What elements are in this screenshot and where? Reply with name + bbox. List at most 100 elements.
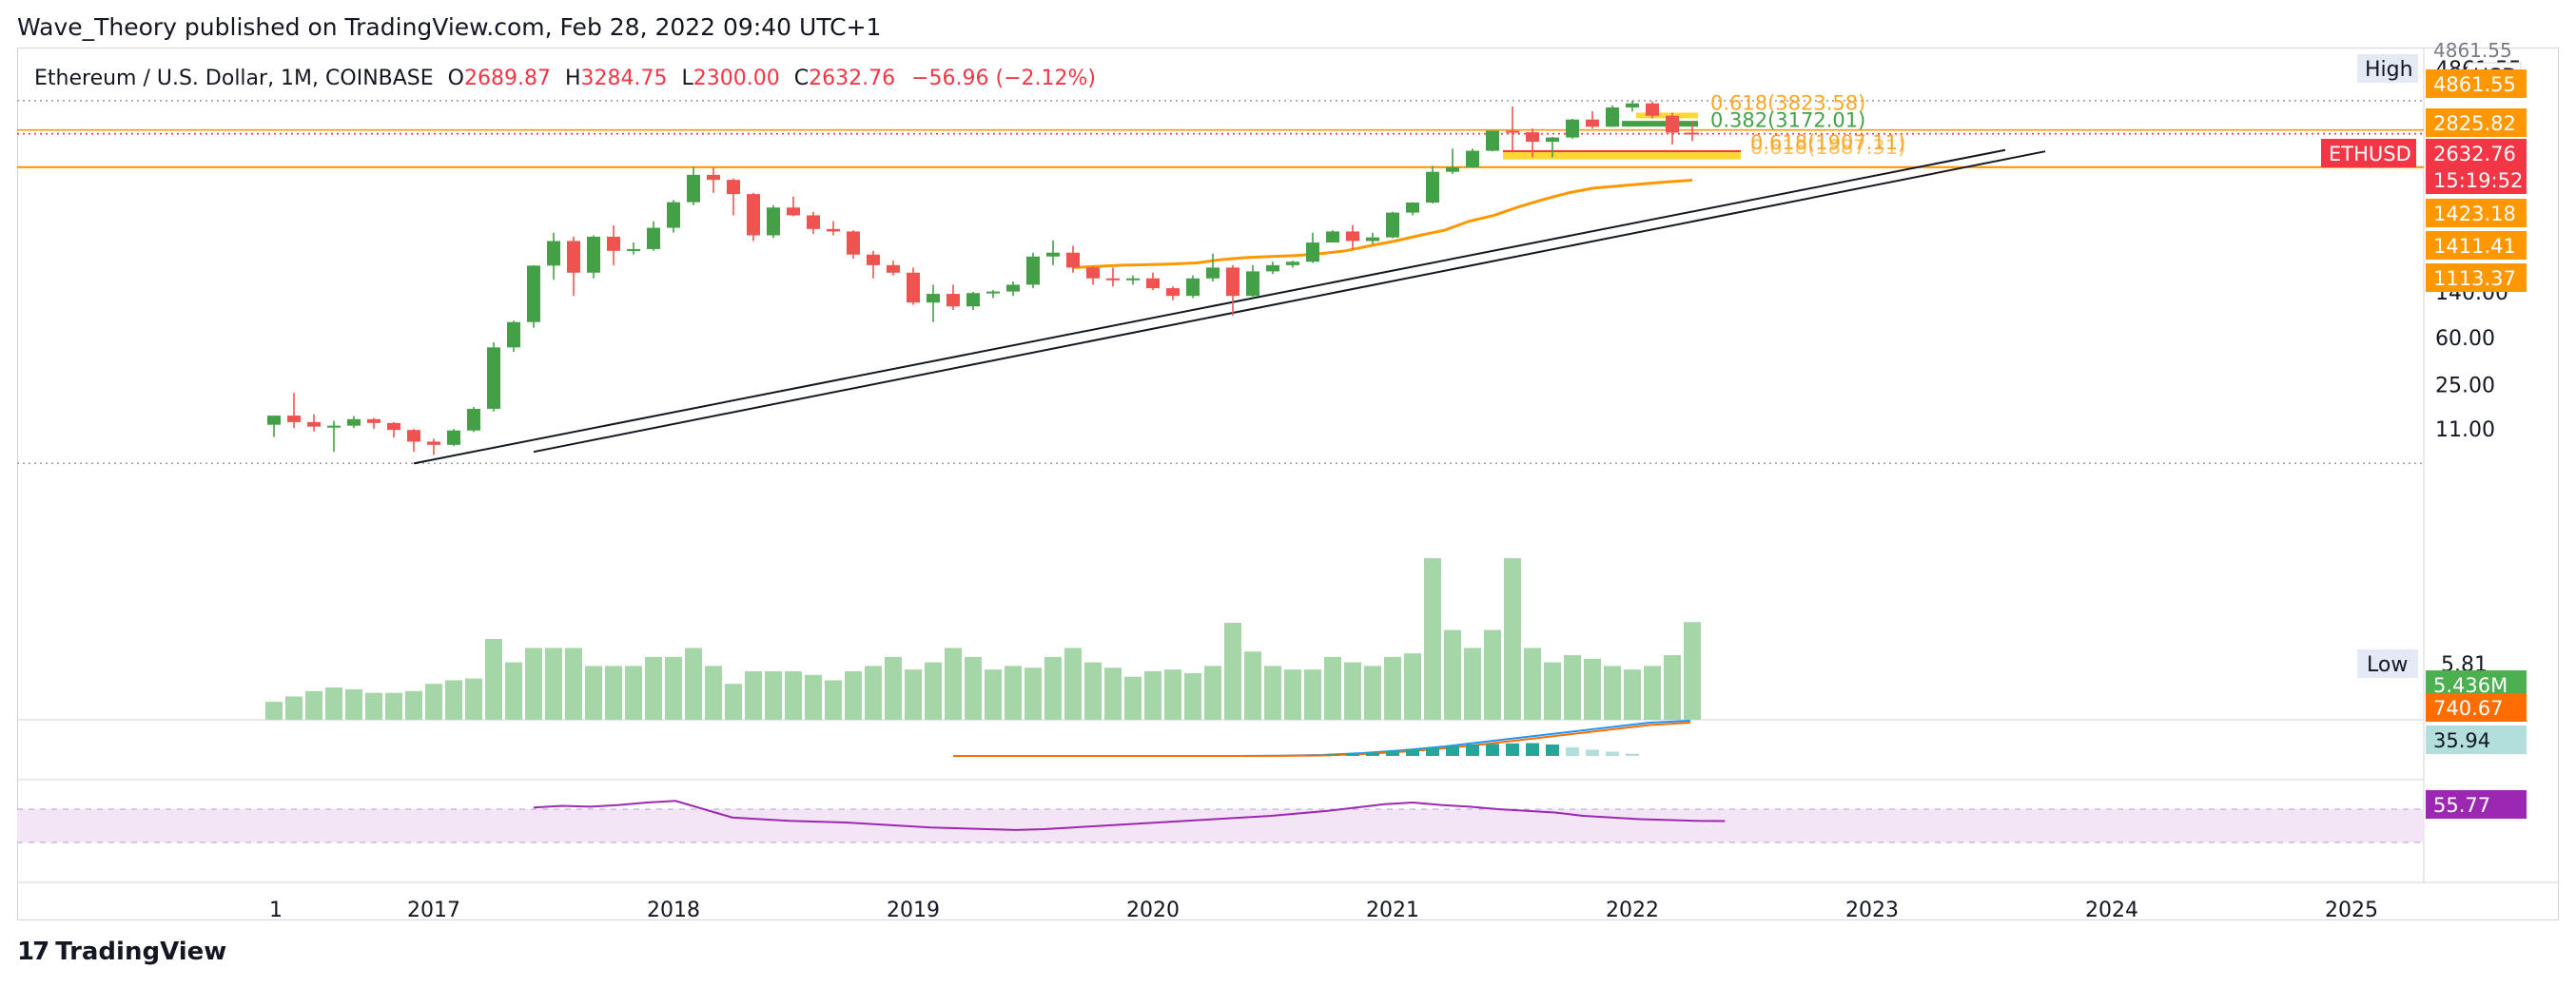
macd-hist-4 [1386,750,1399,756]
candle-body-58 [1426,171,1439,203]
candle-body-37 [1006,284,1020,292]
candle-body-17 [607,236,620,251]
candle-body-56 [1386,212,1399,238]
price-tag-bg-0 [2426,69,2527,98]
high-label: High [2365,58,2413,82]
volume-bar-36 [985,669,1002,720]
volume-bar-62 [1504,558,1521,720]
volume-bar-18 [625,666,642,720]
volume-bar-3 [325,687,342,720]
volume-bar-34 [945,648,962,720]
candle-body-39 [1046,252,1060,257]
candle-body-3 [327,425,341,428]
candle-body-46 [1186,278,1200,297]
volume-bar-69 [1644,666,1661,720]
volume-bar-40 [1064,648,1082,720]
fib-label-low1: 0.618(1907.11) [1750,131,1905,154]
volume-bar-52 [1304,669,1321,720]
macd-hist-5 [1406,748,1419,756]
macd-hist-6 [1426,747,1439,756]
candle-body-33 [927,294,940,303]
low-label-box [2357,649,2418,678]
volume-bar-63 [1524,648,1541,720]
candle-body-71 [1686,132,1699,135]
macd-hist-3 [1366,752,1379,756]
time-label-3: 2019 [887,899,940,922]
candle-body-22 [707,174,720,181]
volume-bar-12 [505,662,522,720]
price-tag-bg-10 [2426,726,2527,754]
macd-series-1 [953,722,1690,757]
volume-bar-70 [1664,655,1681,720]
candle-body-57 [1406,203,1419,213]
candle-body-31 [887,264,900,273]
volume-bar-25 [765,671,782,720]
tradingview-brand[interactable]: 17 TradingView [17,938,226,966]
high-label: H [564,67,581,90]
candle-body-13 [527,265,540,322]
candle-body-9 [447,430,460,445]
volume-bar-43 [1124,676,1142,720]
volume-bar-66 [1584,658,1601,720]
candle-body-23 [727,180,740,195]
open-label: O [447,67,464,90]
volume-bar-32 [905,669,922,720]
volume-bar-21 [685,648,702,720]
candle-body-67 [1606,107,1619,127]
candle-body-50 [1266,264,1279,272]
candle-body-63 [1526,132,1539,143]
price-tag-6: 1411.41 [2433,235,2516,258]
price-tag-bg-4 [2426,165,2527,194]
volume-bar-55 [1364,666,1381,720]
candle-body-24 [747,194,760,236]
candle-body-8 [427,441,440,445]
time-label-0: 1 [269,899,283,922]
volume-bar-50 [1264,666,1281,720]
candle-body-69 [1646,103,1659,116]
macd-hist-10 [1506,743,1519,756]
volume-bar-61 [1484,629,1501,720]
macd-hist-8 [1466,745,1479,756]
candle-body-11 [487,347,500,409]
symbol-title: Ethereum / U.S. Dollar, 1M, COINBASE [34,67,434,90]
time-label-1: 2017 [407,899,460,922]
candle-body-36 [986,291,1000,294]
low-label: Low [2367,653,2408,677]
price-tag-1: 2825.82 [2433,112,2516,135]
volume-bar-23 [725,684,742,720]
fib-label-mid: 0.382(3172.01) [1710,108,1865,131]
volume-bar-15 [565,648,582,720]
price-tag-4: 15:19:52 [2433,169,2523,192]
volume-bar-49 [1244,651,1261,720]
volume-bar-5 [365,692,382,720]
volume-bar-67 [1604,666,1621,720]
volume-bar-6 [385,692,402,720]
candle-body-49 [1246,271,1259,297]
volume-bar-22 [705,666,722,720]
price-tag-7: 1113.37 [2433,267,2516,290]
candle-body-1 [287,416,301,422]
price-tag-bg-2 [2321,139,2416,167]
low-label: L [681,67,693,90]
candle-body-27 [807,215,820,229]
price-tag-bg-1 [2426,108,2527,137]
fib-zone-mid [1622,121,1698,127]
volume-bar-33 [925,662,942,720]
open-value: 2689.87 [463,67,551,90]
price-tag-bg-11 [2426,790,2527,819]
volume-bar-64 [1544,662,1561,720]
macd-hist-2 [1346,753,1359,756]
price-tag-3: 2632.76 [2433,143,2516,165]
trendline-1 [413,148,2006,465]
time-label-2: 2018 [647,899,700,922]
volume-bar-10 [465,678,482,720]
candle-body-28 [827,228,840,232]
candle-body-47 [1206,267,1220,279]
rsi-band [17,809,2424,842]
chart-legend: Ethereum / U.S. Dollar, 1M, COINBASE O26… [34,67,1096,90]
volume-bar-35 [965,656,982,720]
close-value: 2632.76 [809,67,896,90]
chart-frame[interactable] [17,48,2559,920]
candle-body-4 [347,418,361,426]
